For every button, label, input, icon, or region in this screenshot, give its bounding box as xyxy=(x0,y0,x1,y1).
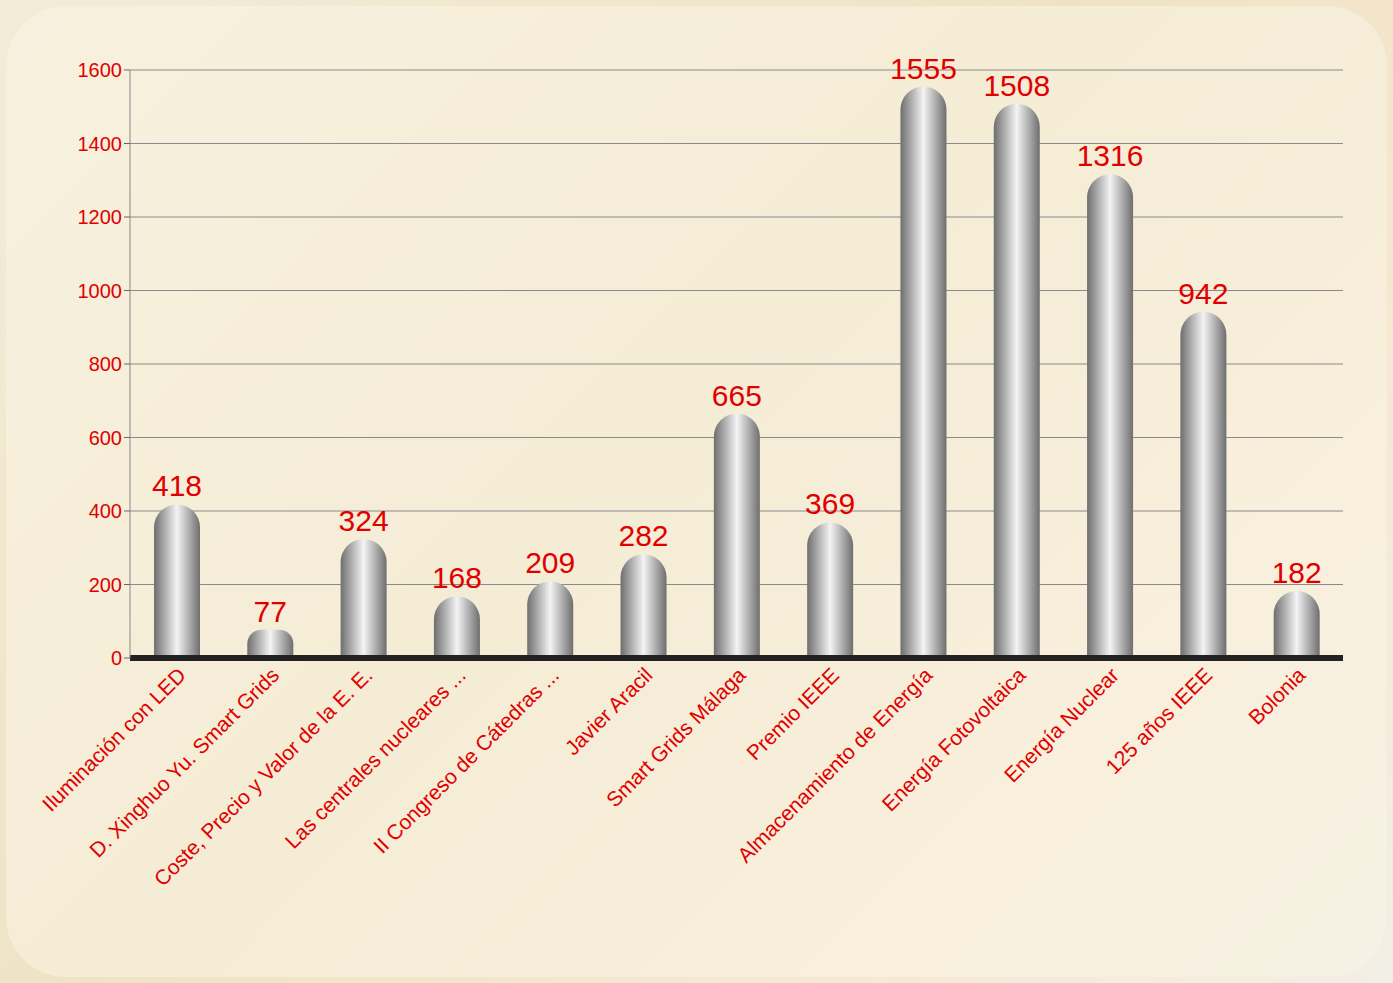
svg-text:0: 0 xyxy=(111,647,122,669)
svg-text:200: 200 xyxy=(89,574,122,596)
svg-text:665: 665 xyxy=(712,379,762,412)
svg-text:600: 600 xyxy=(89,427,122,449)
svg-text:Almacenamiento de Energía: Almacenamiento de Energía xyxy=(733,663,937,867)
svg-text:II Congreso de Cátedras ...: II Congreso de Cátedras ... xyxy=(369,663,564,858)
svg-text:369: 369 xyxy=(805,487,855,520)
svg-text:Bolonia: Bolonia xyxy=(1244,663,1310,729)
svg-text:1600: 1600 xyxy=(78,59,123,81)
svg-text:282: 282 xyxy=(619,519,669,552)
svg-text:D. Xinghuo Yu. Smart Grids: D. Xinghuo Yu. Smart Grids xyxy=(85,663,283,861)
svg-text:324: 324 xyxy=(339,504,389,537)
svg-text:Smart Grids Málaga: Smart Grids Málaga xyxy=(602,663,751,812)
svg-text:Coste, Precio y Valor de la E.: Coste, Precio y Valor de la E. E. xyxy=(149,663,377,891)
svg-text:1316: 1316 xyxy=(1077,139,1144,172)
svg-text:77: 77 xyxy=(254,595,287,628)
svg-text:Premio IEEE: Premio IEEE xyxy=(742,663,843,764)
svg-text:Iluminación con LED: Iluminación con LED xyxy=(37,663,190,816)
svg-text:1508: 1508 xyxy=(983,69,1050,102)
svg-text:1000: 1000 xyxy=(78,280,123,302)
svg-text:942: 942 xyxy=(1178,277,1228,310)
svg-text:Javier Aracil: Javier Aracil xyxy=(560,663,656,759)
svg-text:Las centrales nucleares ...: Las centrales nucleares ... xyxy=(280,663,470,853)
svg-text:1200: 1200 xyxy=(78,206,123,228)
svg-text:418: 418 xyxy=(152,469,202,502)
svg-text:1400: 1400 xyxy=(78,133,123,155)
svg-text:Energía Nuclear: Energía Nuclear xyxy=(1000,663,1124,787)
svg-text:1555: 1555 xyxy=(890,52,957,85)
svg-text:182: 182 xyxy=(1272,556,1322,589)
svg-text:800: 800 xyxy=(89,353,122,375)
svg-text:400: 400 xyxy=(89,500,122,522)
svg-text:125 años IEEE: 125 años IEEE xyxy=(1101,663,1216,778)
svg-text:Energía Fotovoltaica: Energía Fotovoltaica xyxy=(877,663,1030,816)
svg-text:209: 209 xyxy=(525,546,575,579)
svg-text:168: 168 xyxy=(432,561,482,594)
